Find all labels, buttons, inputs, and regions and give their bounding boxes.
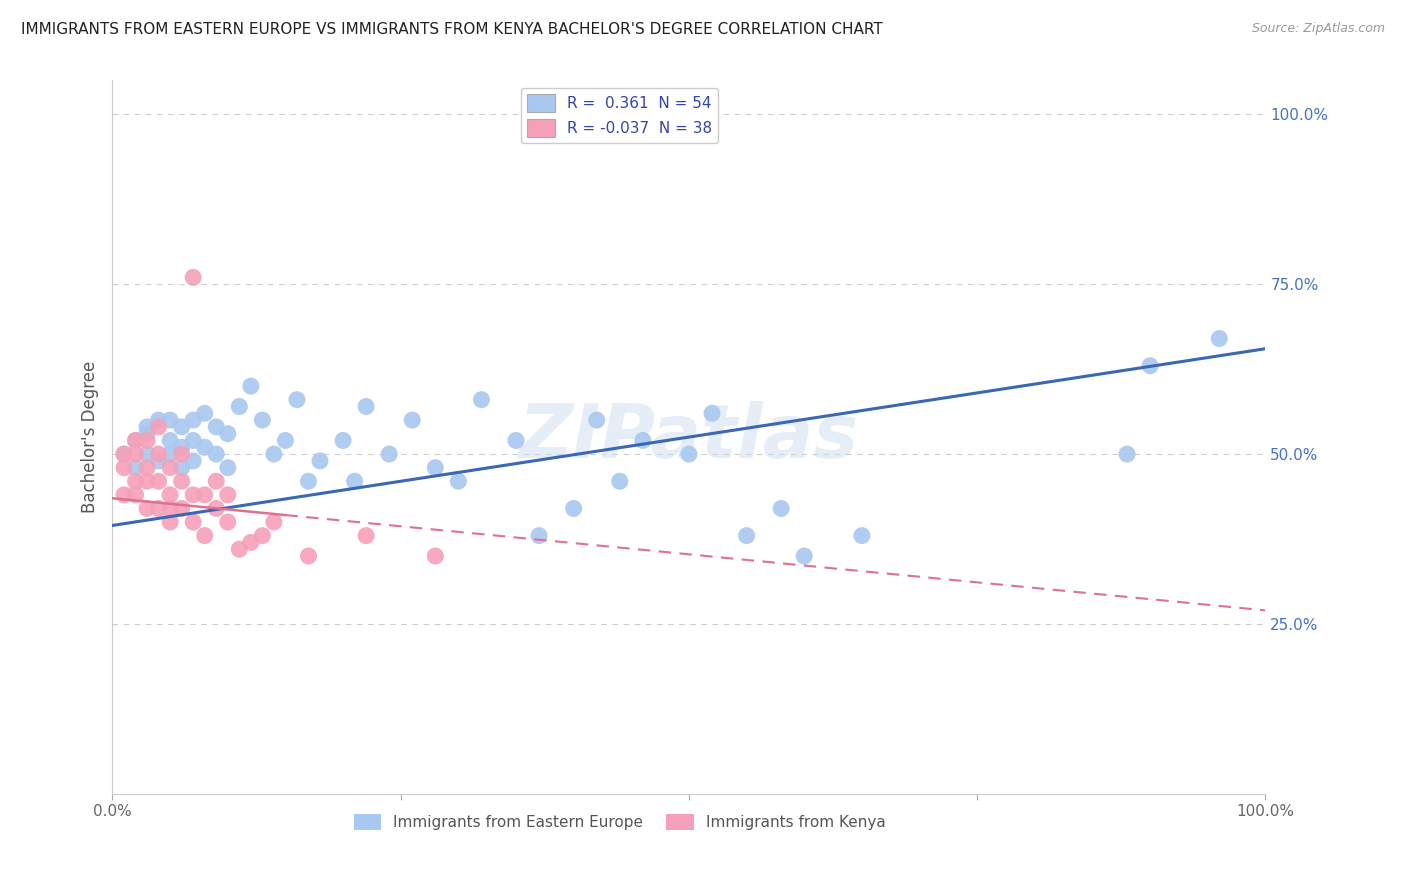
- Point: [562, 501, 585, 516]
- Point: [148, 447, 170, 461]
- Point: [205, 447, 228, 461]
- Point: [1208, 332, 1230, 346]
- Point: [274, 434, 297, 448]
- Point: [1116, 447, 1139, 461]
- Point: [401, 413, 423, 427]
- Point: [239, 379, 262, 393]
- Point: [609, 475, 631, 489]
- Text: Source: ZipAtlas.com: Source: ZipAtlas.com: [1251, 22, 1385, 36]
- Point: [148, 420, 170, 434]
- Point: [378, 447, 401, 461]
- Point: [252, 528, 274, 542]
- Point: [136, 501, 159, 516]
- Point: [217, 488, 239, 502]
- Point: [148, 475, 170, 489]
- Legend: Immigrants from Eastern Europe, Immigrants from Kenya: Immigrants from Eastern Europe, Immigran…: [347, 808, 891, 836]
- Point: [124, 447, 146, 461]
- Point: [159, 434, 181, 448]
- Point: [447, 475, 470, 489]
- Point: [505, 434, 527, 448]
- Point: [170, 501, 193, 516]
- Point: [112, 460, 135, 475]
- Point: [309, 454, 332, 468]
- Point: [217, 426, 239, 441]
- Point: [170, 475, 193, 489]
- Point: [228, 400, 250, 414]
- Point: [124, 475, 146, 489]
- Text: ZIPatlas: ZIPatlas: [519, 401, 859, 474]
- Point: [124, 488, 146, 502]
- Point: [159, 460, 181, 475]
- Point: [425, 549, 447, 563]
- Point: [181, 515, 204, 529]
- Point: [194, 440, 217, 454]
- Point: [159, 447, 181, 461]
- Point: [124, 460, 146, 475]
- Point: [112, 447, 135, 461]
- Point: [470, 392, 492, 407]
- Point: [148, 413, 170, 427]
- Point: [194, 528, 217, 542]
- Point: [181, 488, 204, 502]
- Point: [793, 549, 815, 563]
- Point: [159, 501, 181, 516]
- Point: [136, 420, 159, 434]
- Point: [159, 488, 181, 502]
- Point: [735, 528, 758, 542]
- Point: [181, 434, 204, 448]
- Point: [631, 434, 654, 448]
- Point: [136, 426, 159, 441]
- Point: [252, 413, 274, 427]
- Point: [159, 515, 181, 529]
- Point: [148, 501, 170, 516]
- Point: [700, 406, 723, 420]
- Point: [228, 542, 250, 557]
- Point: [181, 413, 204, 427]
- Point: [170, 460, 193, 475]
- Point: [425, 460, 447, 475]
- Point: [124, 434, 146, 448]
- Point: [239, 535, 262, 549]
- Point: [136, 460, 159, 475]
- Point: [851, 528, 873, 542]
- Point: [354, 528, 377, 542]
- Point: [112, 447, 135, 461]
- Point: [217, 515, 239, 529]
- Point: [585, 413, 607, 427]
- Point: [1139, 359, 1161, 373]
- Point: [263, 515, 285, 529]
- Text: IMMIGRANTS FROM EASTERN EUROPE VS IMMIGRANTS FROM KENYA BACHELOR'S DEGREE CORREL: IMMIGRANTS FROM EASTERN EUROPE VS IMMIGR…: [21, 22, 883, 37]
- Point: [332, 434, 354, 448]
- Point: [170, 447, 193, 461]
- Point: [136, 475, 159, 489]
- Point: [770, 501, 793, 516]
- Point: [263, 447, 285, 461]
- Point: [343, 475, 366, 489]
- Point: [136, 434, 159, 448]
- Point: [170, 440, 193, 454]
- Point: [194, 406, 217, 420]
- Point: [354, 400, 377, 414]
- Point: [112, 488, 135, 502]
- Point: [285, 392, 308, 407]
- Point: [181, 454, 204, 468]
- Point: [678, 447, 700, 461]
- Point: [297, 549, 319, 563]
- Y-axis label: Bachelor's Degree: Bachelor's Degree: [80, 361, 98, 513]
- Point: [159, 413, 181, 427]
- Point: [136, 447, 159, 461]
- Point: [181, 270, 204, 285]
- Point: [205, 420, 228, 434]
- Point: [205, 475, 228, 489]
- Point: [148, 454, 170, 468]
- Point: [205, 501, 228, 516]
- Point: [194, 488, 217, 502]
- Point: [527, 528, 550, 542]
- Point: [217, 460, 239, 475]
- Point: [297, 475, 319, 489]
- Point: [170, 420, 193, 434]
- Point: [124, 434, 146, 448]
